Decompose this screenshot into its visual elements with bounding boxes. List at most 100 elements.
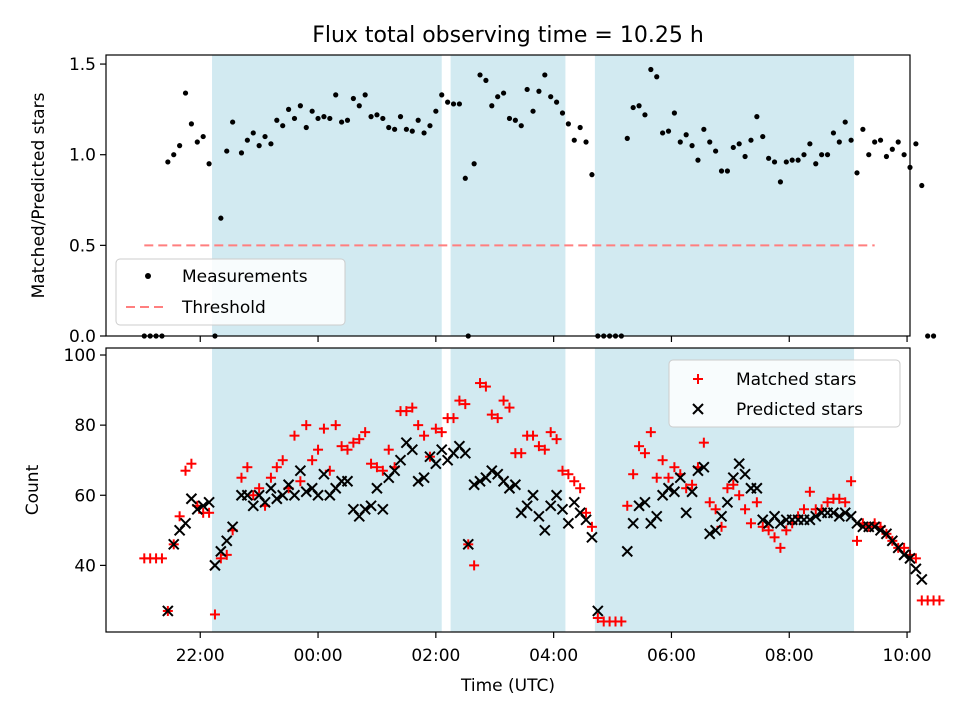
measurement-point <box>642 112 648 118</box>
matched-star-point <box>581 507 592 518</box>
predicted-star-point <box>503 482 516 494</box>
matched-star-point <box>751 497 762 508</box>
measurement-point <box>518 123 524 129</box>
measurement-point <box>439 92 445 98</box>
measurement-point <box>524 86 530 93</box>
predicted-star-point <box>868 521 881 533</box>
x-stroke-b <box>686 486 698 498</box>
predicted-star-point <box>827 507 840 519</box>
matched-star-point <box>371 462 382 473</box>
measurement-point <box>427 123 433 129</box>
matched-star-point <box>616 616 627 627</box>
bottom-panel: 40 60 80 100 22:00 00:00 02:00 04:00 06:00 08:00… <box>23 346 945 696</box>
x-stroke-b <box>768 510 781 523</box>
predicted-legend-glyph <box>692 403 704 415</box>
matched-star-point <box>516 448 527 459</box>
x-stroke-b <box>709 524 722 537</box>
matched-star-point <box>651 472 662 483</box>
measurement-point <box>315 115 321 122</box>
bottom-x-ticks: 22:00 00:00 02:00 04:00 06:00 08:00 10:00 <box>176 632 932 666</box>
matched-star-point <box>436 427 447 438</box>
observing-window-shade <box>450 55 566 336</box>
measurement-point <box>707 139 713 145</box>
predicted-star-point <box>621 545 633 558</box>
matched-star-point <box>834 493 845 504</box>
matched-star-point <box>657 455 668 466</box>
predicted-star-point <box>341 475 354 487</box>
measurement-point <box>268 141 274 147</box>
matched-star-point <box>289 430 300 441</box>
matched-star-point <box>528 430 539 441</box>
x-stroke-b <box>851 517 863 530</box>
matched-legend-marker <box>693 374 703 384</box>
measurement-point <box>836 139 842 145</box>
top-y-tick-label: 0.5 <box>69 236 96 256</box>
matched-star-point <box>722 483 733 494</box>
x-stroke-b <box>662 482 675 494</box>
matched-star-point <box>366 458 377 469</box>
measurement-point <box>512 117 518 123</box>
x-stroke-b <box>294 465 307 477</box>
measurement-point <box>701 126 707 132</box>
predicted-star-point <box>833 510 846 523</box>
measurement-point <box>350 95 356 102</box>
matched-star-point <box>622 500 633 511</box>
measurement-point <box>877 137 884 143</box>
measurement-point <box>589 172 595 178</box>
bottom-legend-box <box>668 359 901 428</box>
measurement-point <box>433 108 439 114</box>
x-stroke-b <box>886 535 899 547</box>
x-stroke-b <box>556 503 569 515</box>
matched-star-point <box>704 497 715 508</box>
measurement-point <box>409 128 415 134</box>
predicted-star-point <box>698 461 710 473</box>
x-stroke-b <box>436 443 448 456</box>
measurement-point <box>553 99 560 105</box>
x-stroke-b <box>430 457 442 470</box>
x-stroke-b <box>715 510 728 523</box>
matched-star-point <box>710 504 721 515</box>
x-stroke-b <box>674 472 686 484</box>
x-stroke-b <box>574 507 586 519</box>
bottom-y-ticks: 40 60 80 100 <box>64 346 106 576</box>
x-stroke-b <box>868 521 881 533</box>
measurement-point <box>872 139 878 145</box>
matched-legend-glyph <box>693 374 703 384</box>
predicted-star-point <box>562 517 575 530</box>
measurement-point <box>262 133 268 140</box>
measurement-point <box>200 133 206 140</box>
x-stroke-b <box>253 489 265 501</box>
x-stroke-b <box>621 545 633 558</box>
measurement-point <box>718 168 725 174</box>
x-stroke-b <box>347 503 360 515</box>
measurement-point <box>830 130 837 136</box>
x-stroke-b <box>527 489 539 501</box>
measurement-point <box>309 108 315 114</box>
predicted-star-point <box>686 486 698 498</box>
predicted-star-point <box>804 514 816 526</box>
x-stroke-b <box>288 489 301 501</box>
measurement-point <box>339 119 345 125</box>
measurement-point <box>748 137 754 143</box>
measurement-point <box>801 152 807 158</box>
measurement-point <box>244 137 250 143</box>
predicted-star-point <box>162 605 174 617</box>
measurement-point <box>256 143 262 149</box>
x-stroke-b <box>491 468 504 480</box>
matched-star-point <box>454 395 465 406</box>
measurement-point <box>860 126 866 132</box>
measurement-point <box>895 139 901 145</box>
x-stroke-b <box>721 496 734 508</box>
matched-star-point <box>840 497 851 508</box>
matched-star-point <box>475 378 486 389</box>
legend-label-measurements: Measurements <box>182 267 308 287</box>
top-legend: Measurements Threshold <box>115 258 346 326</box>
matched-star-point <box>822 497 833 508</box>
x-stroke-b <box>586 531 598 544</box>
x-stroke-b <box>300 486 312 498</box>
x-stroke-b <box>804 514 816 526</box>
measurement-point <box>819 152 825 158</box>
predicted-star-point <box>191 503 204 515</box>
x-stroke-b <box>400 436 413 449</box>
top-panel: 0.0 0.5 1.0 1.5 Matched/Predicted stars Mea… <box>29 54 937 347</box>
